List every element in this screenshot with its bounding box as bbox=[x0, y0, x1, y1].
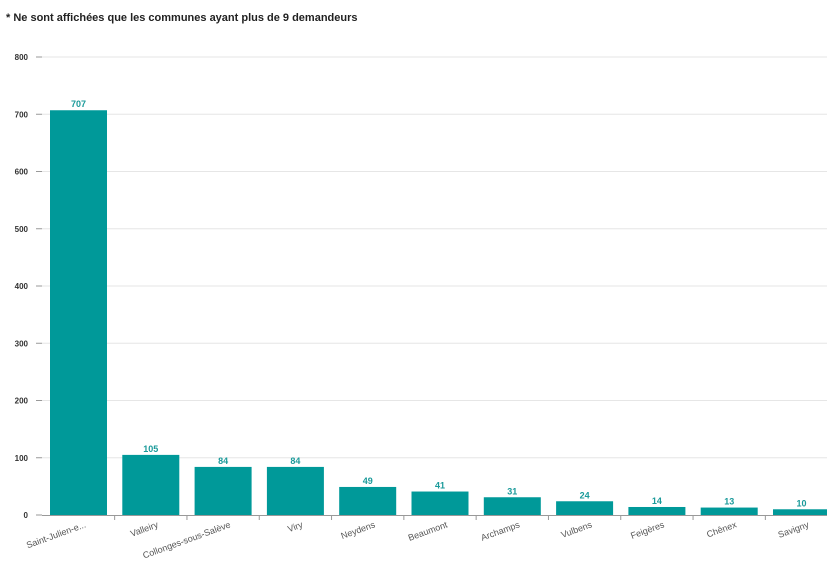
y-tick-label: 100 bbox=[15, 454, 29, 463]
bar[interactable] bbox=[773, 509, 827, 515]
y-tick-label: 800 bbox=[15, 53, 29, 62]
data-label: 84 bbox=[218, 456, 228, 466]
bar[interactable] bbox=[628, 506, 686, 515]
bar[interactable] bbox=[411, 491, 469, 515]
bar[interactable] bbox=[483, 497, 541, 515]
bar[interactable] bbox=[122, 454, 180, 515]
bar[interactable] bbox=[50, 110, 107, 516]
data-label: 84 bbox=[290, 456, 300, 466]
y-tick-label: 0 bbox=[24, 511, 29, 520]
y-tick-label: 200 bbox=[15, 397, 29, 406]
y-tick-label: 700 bbox=[15, 110, 29, 119]
data-label: 105 bbox=[143, 444, 158, 454]
bar[interactable] bbox=[266, 466, 324, 515]
y-tick-label: 600 bbox=[15, 168, 29, 177]
x-tick-label: Chênex bbox=[705, 519, 738, 539]
data-label: 24 bbox=[580, 490, 590, 500]
x-tick-label: Saint-Julien-e... bbox=[25, 519, 87, 550]
x-tick-label: Beaumont bbox=[407, 519, 449, 543]
x-tick-label: Archamps bbox=[479, 519, 521, 542]
chart-footnote: * Ne sont affichées que les communes aya… bbox=[6, 12, 358, 24]
y-tick-label: 300 bbox=[15, 339, 29, 348]
y-tick-label: 500 bbox=[15, 225, 29, 234]
bar[interactable] bbox=[339, 486, 397, 515]
x-tick-label: Viry bbox=[286, 519, 304, 534]
y-tick-label: 400 bbox=[15, 282, 29, 291]
data-label: 13 bbox=[724, 497, 734, 507]
data-label: 14 bbox=[652, 496, 662, 506]
data-label: 49 bbox=[363, 476, 373, 486]
x-tick-label: Vulbens bbox=[560, 519, 594, 540]
data-label: 31 bbox=[507, 486, 517, 496]
x-tick-label: Feigères bbox=[629, 519, 666, 541]
data-label: 41 bbox=[435, 481, 445, 491]
x-tick-label: Neydens bbox=[340, 519, 377, 541]
data-label: 707 bbox=[71, 99, 86, 109]
bar[interactable] bbox=[556, 501, 614, 515]
x-tick-label: Valleiry bbox=[129, 519, 160, 538]
bar[interactable] bbox=[194, 466, 252, 515]
bar[interactable] bbox=[700, 507, 758, 515]
x-tick-label: Savigny bbox=[777, 519, 811, 540]
data-label: 10 bbox=[796, 498, 806, 508]
